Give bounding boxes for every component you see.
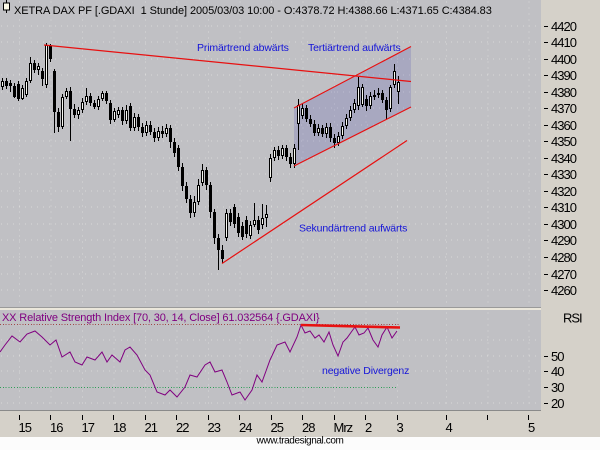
svg-text:Primärtrend abwärts: Primärtrend abwärts [197, 42, 289, 54]
svg-text:4270: 4270 [551, 267, 577, 282]
svg-text:22: 22 [176, 420, 189, 435]
svg-text:4350: 4350 [551, 134, 577, 149]
svg-text:18: 18 [113, 420, 126, 435]
svg-text:4380: 4380 [551, 85, 577, 100]
svg-text:www.tradesignal.com: www.tradesignal.com [256, 436, 344, 447]
svg-text:4280: 4280 [551, 250, 577, 265]
svg-text:4: 4 [446, 420, 453, 435]
svg-text:Tertiärtrend aufwärts: Tertiärtrend aufwärts [308, 42, 401, 54]
svg-text:15: 15 [19, 420, 32, 435]
svg-text:4370: 4370 [551, 101, 577, 116]
svg-text:4320: 4320 [551, 184, 577, 199]
svg-text:4340: 4340 [551, 151, 577, 166]
svg-text:RSI: RSI [563, 311, 582, 326]
svg-text:21: 21 [145, 420, 158, 435]
svg-text:17: 17 [82, 420, 95, 435]
svg-text:20: 20 [551, 396, 564, 411]
svg-text:4330: 4330 [551, 167, 577, 182]
svg-text:28: 28 [302, 420, 315, 435]
svg-text:4300: 4300 [551, 217, 577, 232]
svg-text:4420: 4420 [551, 19, 577, 34]
svg-text:negative Divergenz: negative Divergenz [322, 365, 409, 377]
svg-text:40: 40 [551, 364, 564, 379]
svg-text:25: 25 [271, 420, 284, 435]
svg-text:4400: 4400 [551, 52, 577, 67]
svg-text:Sekundärtrend aufwärts: Sekundärtrend aufwärts [299, 223, 407, 235]
svg-text:5: 5 [528, 420, 535, 435]
svg-text:50: 50 [551, 349, 564, 364]
svg-text:4360: 4360 [551, 118, 577, 133]
svg-text:4310: 4310 [551, 200, 577, 215]
svg-text:Mrz: Mrz [334, 420, 353, 435]
svg-text:30: 30 [551, 380, 564, 395]
svg-text:16: 16 [50, 420, 63, 435]
svg-text:23: 23 [208, 420, 221, 435]
svg-text:4410: 4410 [551, 35, 577, 50]
svg-text:4260: 4260 [551, 283, 577, 298]
svg-text:3: 3 [397, 420, 404, 435]
svg-text:XX Relative Strength Index [70: XX Relative Strength Index [70, 30, 14, … [2, 312, 320, 324]
svg-text:2: 2 [365, 420, 372, 435]
svg-text:24: 24 [239, 420, 252, 435]
svg-text:4390: 4390 [551, 68, 577, 83]
svg-text:4290: 4290 [551, 233, 577, 248]
svg-text:XETRA DAX PF [.GDAXI 1 Stunde: XETRA DAX PF [.GDAXI 1 Stunde] 2005/03/0… [14, 5, 492, 17]
